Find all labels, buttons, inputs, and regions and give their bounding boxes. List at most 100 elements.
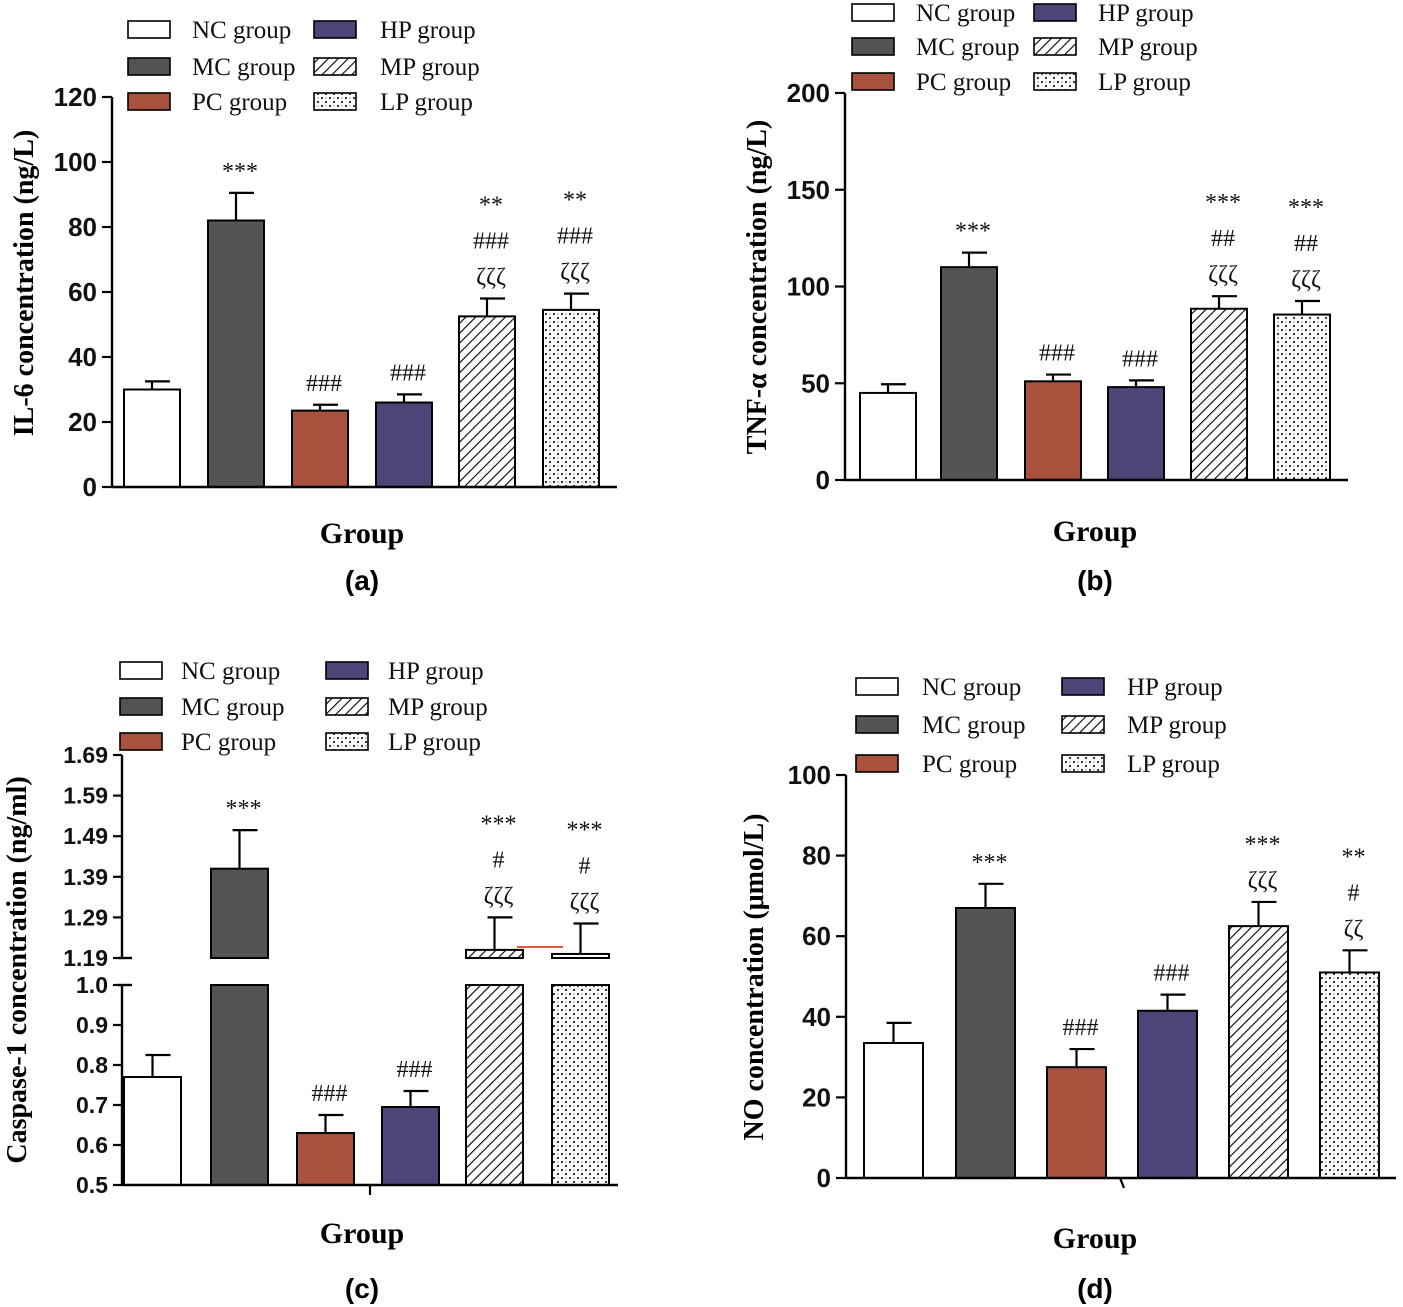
annotation-lp-2: # xyxy=(1348,880,1360,906)
legend-d: NC group MC group PC group HP group MP group… xyxy=(855,674,1227,778)
annotation-hp-1: ### xyxy=(390,360,426,386)
annotation-pc-1: ### xyxy=(306,371,342,397)
y-tick-label-d: 20 xyxy=(802,1082,831,1112)
legend-swatch-lp xyxy=(1061,754,1105,773)
bar-pc xyxy=(1046,1066,1107,1180)
annotation-pc-1: ### xyxy=(312,1081,348,1107)
bar-group-mc: *** xyxy=(210,796,269,1186)
legend-swatch-mc xyxy=(855,715,899,734)
y-tick-label-c: 1.19 xyxy=(63,945,108,971)
annotation-mp-1: *** xyxy=(481,811,517,837)
legend-swatch-hp xyxy=(1033,3,1077,22)
bar-mp-lower xyxy=(465,984,524,1186)
legend-swatch-lp xyxy=(325,732,369,751)
y-tick-label-c: 0.7 xyxy=(76,1092,108,1118)
y-tick-label-b: 150 xyxy=(787,175,830,205)
bar-mp xyxy=(465,948,524,960)
annotation-mp-3: ζζζ xyxy=(1208,262,1238,288)
legend-label-mp: MP group xyxy=(1098,34,1198,61)
bar-group-lp: ** ### ζζζ xyxy=(542,188,600,488)
bar-mc-lower xyxy=(210,984,269,1186)
legend-swatch-nc xyxy=(127,20,171,39)
panel-b: NC group MC group PC group HP group MP group… xyxy=(742,0,1348,596)
bar-group-hp: ### xyxy=(1107,346,1165,481)
bar-hp xyxy=(375,401,433,488)
x-axis-label-b: Group xyxy=(1053,515,1137,548)
bar-group-pc: ### xyxy=(1024,341,1082,481)
panel-label-a: (a) xyxy=(345,565,379,596)
y-axis-label-d: NO concentration (μmol/L) xyxy=(739,814,770,1141)
legend-b: NC group MC group PC group HP group MP group… xyxy=(851,0,1198,96)
x-axis-label-d: Group xyxy=(1053,1222,1137,1255)
annotation-lp-1: *** xyxy=(567,817,603,843)
y-tick-label-b: 0 xyxy=(816,465,830,495)
legend-swatch-pc xyxy=(119,732,163,751)
y-tick-label-b: 100 xyxy=(787,272,830,302)
bar-group-nc xyxy=(123,1053,182,1186)
chart-b: *** ### ### *** ## ζζζ *** ## ζζζ 0 50 100 150 200 xyxy=(787,78,1348,495)
annotation-mp-1: *** xyxy=(1205,190,1241,216)
legend-label-pc: PC group xyxy=(192,89,287,116)
bar-group-mc: *** xyxy=(940,219,998,481)
y-tick-label-c: 0.5 xyxy=(76,1172,108,1198)
bar-group-hp: ### xyxy=(375,360,433,488)
legend-swatch-lp xyxy=(313,92,357,111)
annotation-mp-2: ## xyxy=(1211,226,1235,252)
chart-d: *** ### ### *** ζζζ ** # ζζ 0 20 40 60 80 100 xyxy=(788,760,1396,1193)
bar-mc xyxy=(207,219,265,488)
bar-group-mp: *** ## ζζζ xyxy=(1190,190,1248,481)
annotation-mp-3: ζζζ xyxy=(484,883,514,909)
annotation-mp-2: ### xyxy=(473,229,509,255)
bar-nc xyxy=(863,1041,924,1179)
bar-group-mc: *** xyxy=(955,850,1016,1179)
legend-label-hp: HP group xyxy=(388,658,484,685)
annotation-mc-1: *** xyxy=(226,796,262,822)
bar-hp xyxy=(1107,386,1165,481)
y-tick-label-d: 100 xyxy=(788,760,831,790)
y-tick-label-a: 20 xyxy=(68,407,97,437)
legend-label-nc: NC group xyxy=(181,658,280,685)
bar-lp xyxy=(542,308,600,488)
y-tick-label-a: 60 xyxy=(68,277,97,307)
annotation-mc-1: *** xyxy=(955,219,991,245)
y-tick-label-c: 1.59 xyxy=(63,783,108,809)
y-tick-label-a: 100 xyxy=(54,147,97,177)
legend-c: NC group MC group PC group HP group MP group… xyxy=(119,658,488,756)
axes-b: 0 50 100 150 200 xyxy=(787,78,1348,495)
y-tick-label-a: 80 xyxy=(68,212,97,242)
y-tick-label-d: 40 xyxy=(802,1002,831,1032)
bar-group-nc xyxy=(859,383,917,481)
y-tick-label-c: 1.49 xyxy=(63,823,108,849)
bar-group-lp: ** # ζζ xyxy=(1319,844,1380,1179)
x-tick-d xyxy=(1118,1177,1126,1189)
legend-label-pc: PC group xyxy=(922,751,1017,778)
bar-group-pc: ### xyxy=(296,1081,355,1186)
legend-label-nc: NC group xyxy=(192,17,291,44)
y-tick-label-c: 1.69 xyxy=(63,742,108,768)
legend-swatch-nc xyxy=(119,661,163,680)
chart-c: *** ### ### *** # ζζζ *** # ζζζ 0.5 0.6 0.7 0.8 0.9 1.… xyxy=(63,742,618,1198)
legend-a: NC group MC group PC group HP group MP group… xyxy=(127,17,480,116)
annotation-lp-3: ζζζ xyxy=(560,260,590,286)
annotation-mc-1: *** xyxy=(222,159,258,185)
bar-group-mp: *** # ζζζ xyxy=(465,811,524,1186)
bar-group-mp: ** ### ζζζ xyxy=(458,193,516,488)
annotation-lp-3: ζζζ xyxy=(570,889,600,915)
bar-mp xyxy=(1190,307,1248,481)
legend-label-mp: MP group xyxy=(380,54,480,81)
panel-d: NC group MC group PC group HP group MP group… xyxy=(739,674,1396,1304)
bar-nc xyxy=(123,388,181,488)
annotation-lp-3: ζζζ xyxy=(1291,267,1321,293)
bar-mc xyxy=(940,266,998,481)
y-axis-label-a: IL-6 concentration (ng/L) xyxy=(9,130,40,436)
bar-group-hp: ### xyxy=(381,1057,440,1186)
bar-nc xyxy=(859,391,917,481)
legend-label-pc: PC group xyxy=(181,729,276,756)
axes-d: 0 20 40 60 80 100 xyxy=(788,760,1396,1193)
legend-label-lp: LP group xyxy=(1098,69,1191,96)
bar-lp xyxy=(1319,971,1380,1179)
y-tick-label-c: 1.39 xyxy=(63,864,108,890)
y-tick-label-c: 0.6 xyxy=(76,1132,108,1158)
bar-group-lp: *** # ζζζ xyxy=(551,817,610,1186)
annotation-mc-1: *** xyxy=(972,850,1008,876)
